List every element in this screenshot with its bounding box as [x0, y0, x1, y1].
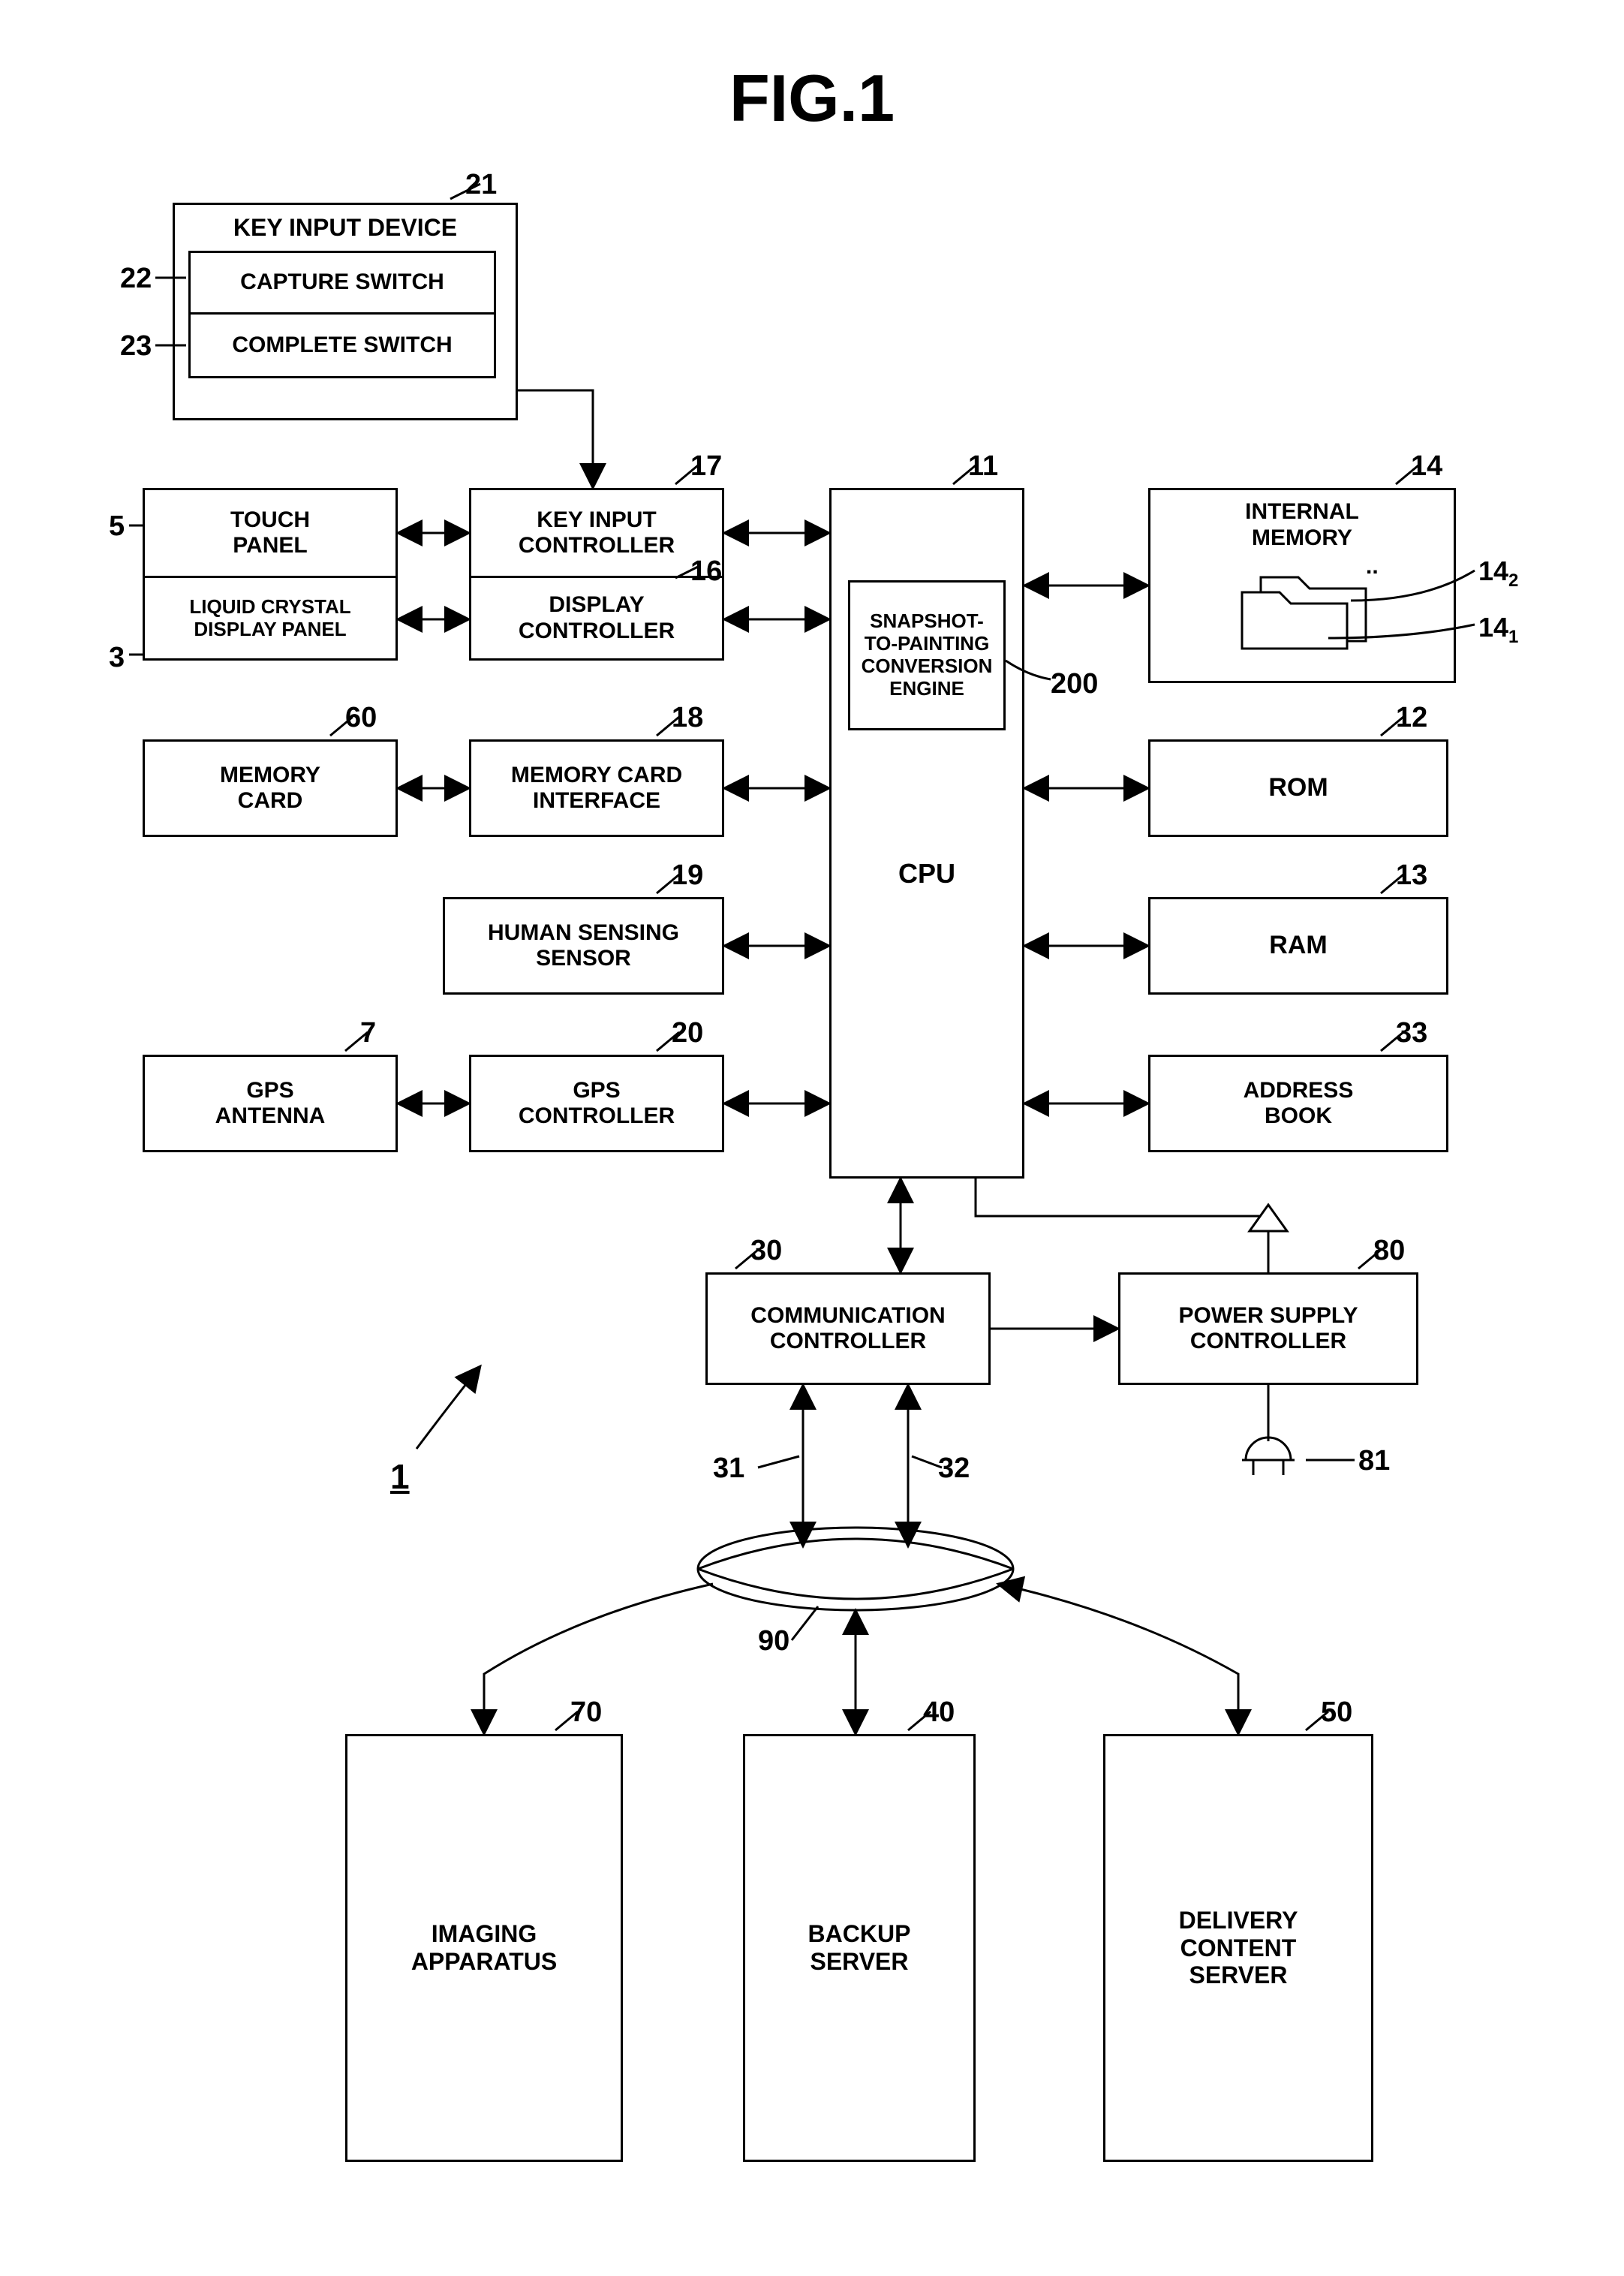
memcard-if-label: MEMORY CARD INTERFACE [511, 763, 682, 814]
human-sensor-box: HUMAN SENSING SENSOR [443, 897, 724, 995]
imaging-label: IMAGING APPARATUS [411, 1920, 557, 1976]
rom-box: ROM [1148, 739, 1448, 837]
power-ctrl-label: POWER SUPPLY CONTROLLER [1179, 1303, 1358, 1355]
ref-50: 50 [1321, 1696, 1352, 1729]
gps-antenna-label: GPS ANTENNA [215, 1078, 326, 1130]
comm-ctrl-label: COMMUNICATION CONTROLLER [750, 1303, 945, 1355]
ram-label: RAM [1269, 931, 1327, 960]
ref-90: 90 [758, 1625, 789, 1657]
figure-title: FIG.1 [0, 60, 1624, 137]
internal-mem-box: INTERNAL MEMORY .. [1148, 488, 1456, 683]
cpu-box: SNAPSHOT- TO-PAINTING CONVERSION ENGINE … [829, 488, 1024, 1179]
display-ctrl-label: DISPLAY CONTROLLER [519, 592, 675, 644]
human-sensor-label: HUMAN SENSING SENSOR [488, 920, 679, 972]
ref-5: 5 [109, 510, 125, 543]
touch-panel-box: TOUCH PANEL [143, 488, 398, 578]
ref-18: 18 [672, 702, 703, 734]
conv-engine-label: SNAPSHOT- TO-PAINTING CONVERSION ENGINE [862, 610, 993, 700]
cpu-label: CPU [832, 858, 1022, 889]
memcard-if-box: MEMORY CARD INTERFACE [469, 739, 724, 837]
ref-40: 40 [923, 1696, 955, 1729]
delivery-label: DELIVERY CONTENT SERVER [1179, 1907, 1298, 1989]
ref-31: 31 [713, 1453, 744, 1485]
key-input-device-label: KEY INPUT DEVICE [188, 214, 502, 242]
ref-81: 81 [1358, 1445, 1390, 1477]
ram-box: RAM [1148, 897, 1448, 995]
complete-switch-box: COMPLETE SWITCH [188, 315, 496, 378]
gps-ctrl-label: GPS CONTROLLER [519, 1078, 675, 1130]
internal-mem-label: INTERNAL MEMORY [1150, 499, 1454, 551]
ref-11: 11 [968, 450, 998, 483]
complete-switch-label: COMPLETE SWITCH [232, 333, 452, 359]
backup-label: BACKUP SERVER [808, 1920, 911, 1976]
key-input-ctrl-label: KEY INPUT CONTROLLER [519, 507, 675, 559]
key-input-ctrl-box: KEY INPUT CONTROLLER [469, 488, 724, 578]
ref-80: 80 [1373, 1235, 1405, 1267]
ref-23: 23 [120, 330, 152, 363]
ref-30: 30 [750, 1235, 782, 1267]
backup-box: BACKUP SERVER [743, 1734, 976, 2162]
memory-card-box: MEMORY CARD [143, 739, 398, 837]
ref-12: 12 [1396, 702, 1427, 734]
ref-19: 19 [672, 860, 703, 892]
capture-switch-box: CAPTURE SWITCH [188, 251, 496, 315]
address-book-label: ADDRESS BOOK [1244, 1078, 1354, 1130]
ref-16: 16 [690, 555, 722, 588]
ref-14: 14 [1411, 450, 1442, 483]
ref-32: 32 [938, 1453, 970, 1485]
ref-21: 21 [465, 169, 497, 201]
imaging-box: IMAGING APPARATUS [345, 1734, 623, 2162]
address-book-box: ADDRESS BOOK [1148, 1055, 1448, 1152]
display-ctrl-box: DISPLAY CONTROLLER [469, 578, 724, 661]
touch-panel-label: TOUCH PANEL [230, 507, 310, 559]
ref-22: 22 [120, 263, 152, 295]
comm-ctrl-box: COMMUNICATION CONTROLLER [705, 1272, 991, 1385]
rom-label: ROM [1268, 773, 1328, 802]
gps-ctrl-box: GPS CONTROLLER [469, 1055, 724, 1152]
memory-card-label: MEMORY CARD [220, 763, 320, 814]
capture-switch-label: CAPTURE SWITCH [240, 269, 444, 296]
ref-7: 7 [360, 1017, 376, 1049]
power-ctrl-box: POWER SUPPLY CONTROLLER [1118, 1272, 1418, 1385]
svg-text:..: .. [1366, 558, 1379, 579]
ref-33: 33 [1396, 1017, 1427, 1049]
ref-14-1: 141 [1478, 612, 1518, 648]
ref-70: 70 [570, 1696, 602, 1729]
ref-3: 3 [109, 642, 125, 674]
gps-antenna-box: GPS ANTENNA [143, 1055, 398, 1152]
ref-13: 13 [1396, 860, 1427, 892]
ref-20: 20 [672, 1017, 703, 1049]
ref-17: 17 [690, 450, 722, 483]
folders-icon: .. [1220, 558, 1385, 656]
lcd-panel-box: LIQUID CRYSTAL DISPLAY PANEL [143, 578, 398, 661]
ref-60: 60 [345, 702, 377, 734]
ref-14-2: 142 [1478, 555, 1518, 592]
lcd-panel-label: LIQUID CRYSTAL DISPLAY PANEL [189, 596, 350, 641]
key-input-device-box: KEY INPUT DEVICE CAPTURE SWITCH COMPLETE… [173, 203, 518, 420]
ref-200: 200 [1051, 668, 1098, 700]
delivery-box: DELIVERY CONTENT SERVER [1103, 1734, 1373, 2162]
conv-engine-box: SNAPSHOT- TO-PAINTING CONVERSION ENGINE [848, 580, 1006, 730]
ref-1: 1 [390, 1456, 410, 1497]
